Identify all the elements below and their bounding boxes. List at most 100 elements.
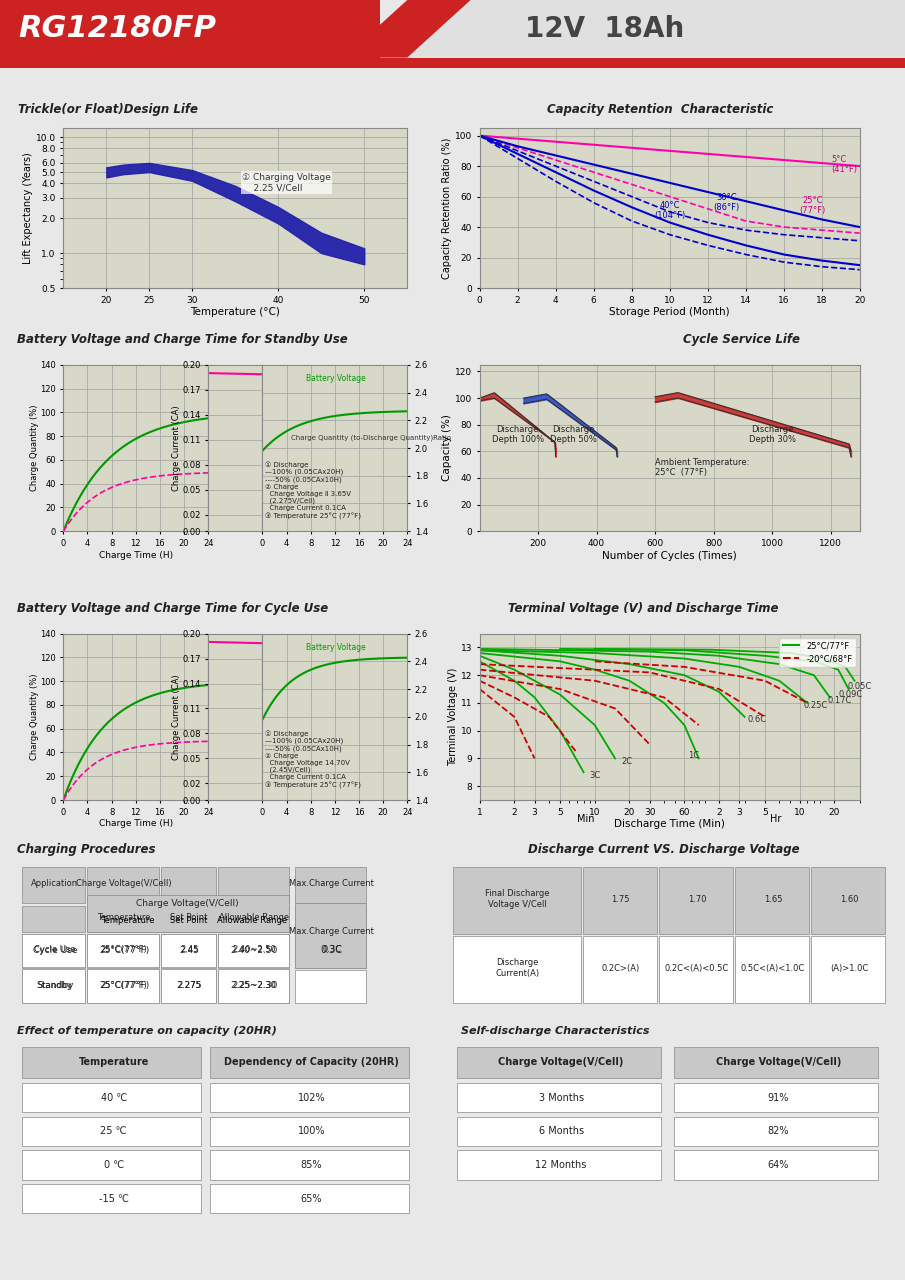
Text: Ambient Temperature:
25°C  (77°F): Ambient Temperature: 25°C (77°F) xyxy=(655,458,749,477)
Battery Voltage xyxy=(402,403,413,419)
Text: 30°C
(86°F): 30°C (86°F) xyxy=(713,193,740,212)
Battery Voltage xyxy=(296,417,307,433)
Text: ① Discharge
—100% (0.05CAx20H)
----50% (0.05CAx10H)
② Charge
  Charge Voltage Ⅱ : ① Discharge —100% (0.05CAx20H) ----50% (… xyxy=(265,461,361,520)
FancyBboxPatch shape xyxy=(22,1047,201,1078)
FancyBboxPatch shape xyxy=(87,934,158,968)
Text: Capacity Retention  Characteristic: Capacity Retention Characteristic xyxy=(548,102,774,115)
FancyBboxPatch shape xyxy=(218,934,289,968)
Battery Voltage xyxy=(257,443,268,458)
X-axis label: Discharge Time (Min): Discharge Time (Min) xyxy=(614,819,725,829)
Text: 25°C(77°F): 25°C(77°F) xyxy=(99,946,149,955)
Text: ① Discharge
—100% (0.05CAx20H)
----50% (0.05CAx10H)
② Charge
  Charge Voltage 14: ① Discharge —100% (0.05CAx20H) ----50% (… xyxy=(265,730,361,788)
FancyBboxPatch shape xyxy=(0,58,905,68)
FancyBboxPatch shape xyxy=(811,936,885,1004)
Text: 25°C(77°F): 25°C(77°F) xyxy=(100,980,148,989)
FancyBboxPatch shape xyxy=(22,934,85,968)
FancyBboxPatch shape xyxy=(295,934,367,968)
Text: Battery Voltage and Charge Time for Cycle Use: Battery Voltage and Charge Time for Cycl… xyxy=(17,602,329,614)
Text: Hr: Hr xyxy=(770,814,782,823)
FancyBboxPatch shape xyxy=(457,1083,661,1112)
Text: 0.05C: 0.05C xyxy=(847,682,872,691)
Text: Dependency of Capacity (20HR): Dependency of Capacity (20HR) xyxy=(224,1057,399,1068)
Text: Set Point: Set Point xyxy=(170,913,208,922)
Text: Discharge Current VS. Discharge Voltage: Discharge Current VS. Discharge Voltage xyxy=(529,844,800,856)
Y-axis label: Charge Quantity (%): Charge Quantity (%) xyxy=(30,673,39,760)
Text: Allowable Range: Allowable Range xyxy=(217,915,287,925)
X-axis label: Temperature (°C): Temperature (°C) xyxy=(190,307,281,317)
FancyBboxPatch shape xyxy=(87,906,158,932)
Legend: 25°C/77°F, -20°C/68°F: 25°C/77°F, -20°C/68°F xyxy=(779,637,855,667)
FancyBboxPatch shape xyxy=(295,904,367,968)
Y-axis label: Capacity (%): Capacity (%) xyxy=(442,415,452,481)
Text: 12 Months: 12 Months xyxy=(536,1160,586,1170)
Text: 2.40~2.50: 2.40~2.50 xyxy=(233,946,276,955)
FancyBboxPatch shape xyxy=(583,936,657,1004)
FancyBboxPatch shape xyxy=(295,970,367,1004)
Text: 25°C(77°F): 25°C(77°F) xyxy=(99,982,149,991)
FancyBboxPatch shape xyxy=(659,867,733,934)
FancyBboxPatch shape xyxy=(209,1184,409,1213)
FancyBboxPatch shape xyxy=(22,1184,201,1213)
Text: 0.2C>(A): 0.2C>(A) xyxy=(602,964,640,973)
Text: Effect of temperature on capacity (20HR): Effect of temperature on capacity (20HR) xyxy=(17,1025,277,1036)
Text: 1.65: 1.65 xyxy=(764,895,782,904)
Polygon shape xyxy=(344,0,471,58)
Text: Charge Voltage(V/Cell): Charge Voltage(V/Cell) xyxy=(499,1057,624,1068)
Text: 2.45: 2.45 xyxy=(179,946,199,955)
FancyBboxPatch shape xyxy=(22,906,85,932)
FancyBboxPatch shape xyxy=(87,970,158,1004)
Text: Standby: Standby xyxy=(37,980,72,989)
FancyBboxPatch shape xyxy=(452,867,581,934)
Text: Charge Voltage(V/Cell): Charge Voltage(V/Cell) xyxy=(76,879,172,888)
Text: 102%: 102% xyxy=(298,1093,325,1102)
Text: 85%: 85% xyxy=(300,1160,322,1170)
Text: 0 ℃: 0 ℃ xyxy=(104,1160,124,1170)
FancyBboxPatch shape xyxy=(735,936,809,1004)
Text: Standby: Standby xyxy=(36,982,73,991)
Text: 6 Months: 6 Months xyxy=(538,1126,584,1137)
Text: 0.17C: 0.17C xyxy=(827,696,852,705)
Text: 1.75: 1.75 xyxy=(612,895,630,904)
Text: Temperature: Temperature xyxy=(101,915,155,925)
FancyBboxPatch shape xyxy=(674,1083,878,1112)
Text: Application: Application xyxy=(31,879,79,888)
Text: 2.275: 2.275 xyxy=(176,982,202,991)
FancyBboxPatch shape xyxy=(161,867,215,904)
FancyBboxPatch shape xyxy=(22,970,85,1004)
Text: 40 ℃: 40 ℃ xyxy=(100,1093,127,1102)
Y-axis label: Charge Current (CA): Charge Current (CA) xyxy=(172,406,181,490)
Text: Self-discharge Characteristics: Self-discharge Characteristics xyxy=(462,1025,650,1036)
Text: 2.275: 2.275 xyxy=(177,980,201,989)
Text: 2.40~2.50: 2.40~2.50 xyxy=(231,946,278,955)
FancyBboxPatch shape xyxy=(218,969,289,1002)
Text: Set Point: Set Point xyxy=(170,915,208,925)
Y-axis label: Lift Expectancy (Years): Lift Expectancy (Years) xyxy=(23,152,33,264)
Text: 25°C(77°F): 25°C(77°F) xyxy=(100,946,148,955)
FancyBboxPatch shape xyxy=(407,0,905,58)
X-axis label: Storage Period (Month): Storage Period (Month) xyxy=(609,307,730,317)
Text: Final Discharge
Voltage V/Cell: Final Discharge Voltage V/Cell xyxy=(485,890,550,909)
FancyBboxPatch shape xyxy=(87,933,158,968)
FancyBboxPatch shape xyxy=(218,933,289,968)
FancyBboxPatch shape xyxy=(22,969,85,1002)
Text: Allowable Range: Allowable Range xyxy=(219,913,290,922)
Text: Temperature: Temperature xyxy=(79,1057,149,1068)
Text: 0.25C: 0.25C xyxy=(804,701,828,710)
FancyBboxPatch shape xyxy=(457,1047,661,1078)
FancyBboxPatch shape xyxy=(674,1116,878,1146)
Text: 12V  18Ah: 12V 18Ah xyxy=(525,15,684,42)
Text: 2.25~2.30: 2.25~2.30 xyxy=(231,982,278,991)
Battery Voltage xyxy=(262,438,273,453)
Text: Discharge
Depth 50%: Discharge Depth 50% xyxy=(549,425,596,444)
Text: 0.3C: 0.3C xyxy=(320,945,343,955)
Text: 25°C
(77°F): 25°C (77°F) xyxy=(799,196,825,215)
FancyBboxPatch shape xyxy=(735,867,809,934)
Text: 25 ℃: 25 ℃ xyxy=(100,1126,127,1137)
Y-axis label: Terminal Voltage (V): Terminal Voltage (V) xyxy=(448,668,458,765)
Text: 2.25~2.30: 2.25~2.30 xyxy=(233,980,276,989)
Text: (A)>1.0C: (A)>1.0C xyxy=(830,964,868,973)
FancyBboxPatch shape xyxy=(87,867,158,904)
Text: Cycle Use: Cycle Use xyxy=(34,946,75,955)
FancyBboxPatch shape xyxy=(452,936,581,1004)
FancyBboxPatch shape xyxy=(811,867,885,934)
